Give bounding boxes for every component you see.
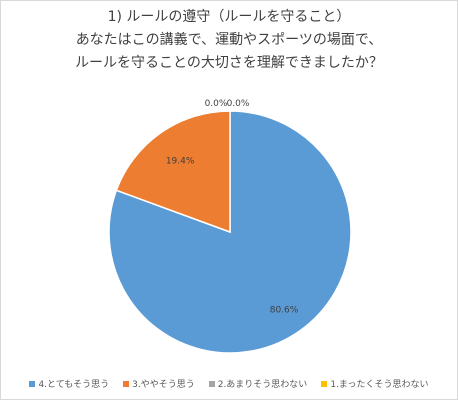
legend-swatch-1 [321, 380, 328, 387]
title-line-1: 1) ルールの遵守（ルールを守ること） [107, 9, 351, 25]
data-label-1: 80.6% [270, 305, 299, 315]
legend-item-4: 4.とてもそう思う [29, 377, 109, 390]
pie-slice-2 [115, 110, 231, 234]
data-label-4: 0.0% [227, 99, 250, 109]
legend-item-3: 3.ややそう思う [123, 377, 195, 390]
legend-swatch-3 [123, 380, 130, 387]
legend-swatch-4 [29, 380, 36, 387]
legend-swatch-2 [208, 380, 215, 387]
legend-item-2: 2.あまりそう思わない [208, 377, 308, 390]
chart-title: 1) ルールの遵守（ルールを守ること） あなたはこの講義で、運動やスポーツの場面… [0, 6, 458, 75]
data-label-2: 19.4% [166, 157, 195, 167]
legend: 4.とてもそう思う 3.ややそう思う 2.あまりそう思わない 1.まったくそう思… [0, 377, 458, 390]
legend-label-1: 1.まったくそう思わない [330, 380, 429, 390]
legend-label-4: 4.とてもそう思う [38, 380, 110, 390]
legend-label-2: 2.あまりそう思わない [217, 380, 308, 390]
legend-label-3: 3.ややそう思う [132, 380, 195, 390]
legend-item-1: 1.まったくそう思わない [321, 377, 429, 390]
title-line-2: あなたはこの講義で、運動やスポーツの場面で、 [75, 32, 383, 48]
title-line-3: ルールを守ることの大切さを理解できましたか？ [75, 55, 383, 71]
data-label-3: 0.0% [205, 99, 228, 109]
